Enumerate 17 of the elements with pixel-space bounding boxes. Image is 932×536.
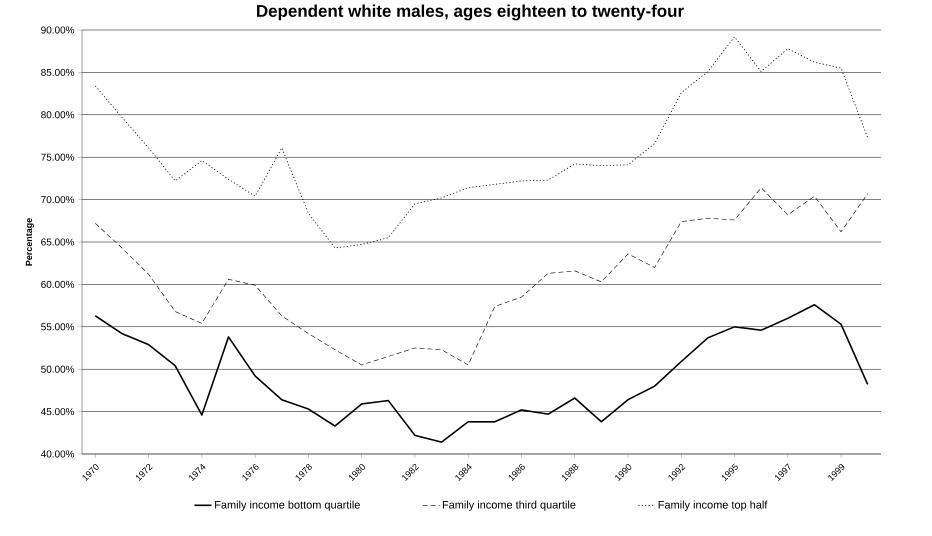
- line-series: [94, 304, 868, 443]
- legend-label: Family income top half: [658, 500, 768, 511]
- legend-label: Family income third quartile: [442, 500, 576, 511]
- y-tick-label: 60.00%: [41, 280, 74, 288]
- legend-label: Family income bottom quartile: [215, 500, 360, 511]
- y-tick-label: 80.00%: [41, 111, 74, 118]
- y-tick-label: 70.00%: [41, 196, 74, 204]
- y-tick-label: 85.00%: [41, 68, 74, 76]
- y-tick-label: 50.00%: [41, 366, 74, 373]
- y-tick-label: 40.00%: [40, 450, 74, 458]
- y-tick-label: 45.00%: [40, 408, 74, 416]
- y-tick-label: 55.00%: [41, 323, 74, 330]
- chart-title: Dependent white males, ages eighteen to twenty-four: [257, 4, 684, 20]
- y-tick-label: 65.00%: [41, 238, 74, 246]
- y-tick-label: 75.00%: [41, 154, 74, 161]
- y-axis-title: Percentage: [26, 218, 34, 266]
- y-tick-label: 90.00%: [41, 26, 74, 34]
